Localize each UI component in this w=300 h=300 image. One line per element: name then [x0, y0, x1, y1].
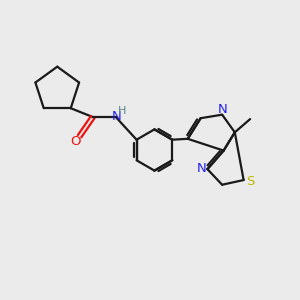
Text: S: S: [246, 175, 254, 188]
Text: O: O: [70, 135, 81, 148]
Text: N: N: [197, 162, 206, 175]
Text: N: N: [112, 110, 121, 123]
Text: H: H: [118, 106, 127, 116]
Text: N: N: [217, 103, 227, 116]
